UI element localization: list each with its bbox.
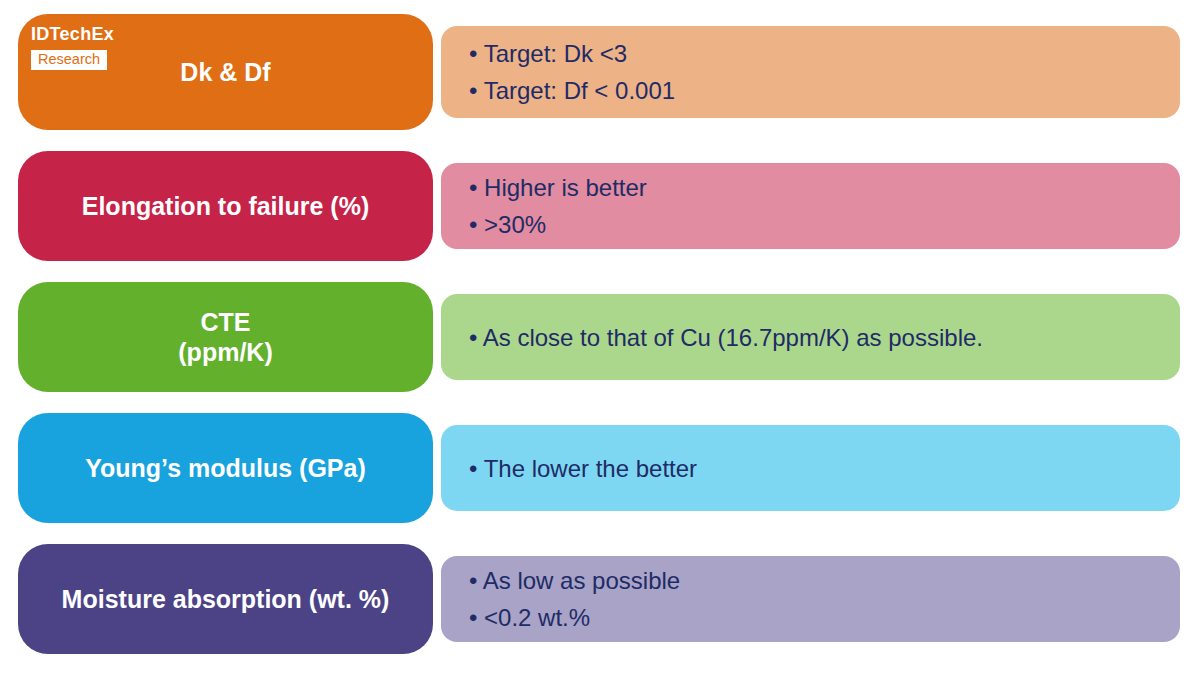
bullet-line: • As low as possible xyxy=(469,562,1156,599)
metric-label: Dk & Df xyxy=(180,57,270,87)
criteria-card-youngs-modulus: • The lower the better xyxy=(441,425,1180,511)
bullet-line: • As close to that of Cu (16.7ppm/K) as … xyxy=(469,319,1156,356)
metric-card-dk-df: IDTechEx Research Dk & Df xyxy=(18,14,433,130)
metric-card-elongation: Elongation to failure (%) xyxy=(18,151,433,261)
table-row-moisture: Moisture absorption (wt. %) • As low as … xyxy=(18,544,1180,654)
requirements-table: IDTechEx Research Dk & Df • Target: Dk <… xyxy=(0,0,1200,676)
metric-label-unit: (ppm/K) xyxy=(178,337,272,367)
table-row-youngs-modulus: Young’s modulus (GPa) • The lower the be… xyxy=(18,413,1180,523)
metric-label: CTE xyxy=(201,307,251,337)
bullet-line: • >30% xyxy=(469,206,1156,243)
metric-card-cte: CTE (ppm/K) xyxy=(18,282,433,392)
metric-label: Elongation to failure (%) xyxy=(82,191,370,221)
bullet-line: • Target: Dk <3 xyxy=(469,35,1156,72)
table-row-dk-df: IDTechEx Research Dk & Df • Target: Dk <… xyxy=(18,14,1180,130)
bullet-line: • Higher is better xyxy=(469,169,1156,206)
criteria-card-elongation: • Higher is better • >30% xyxy=(441,163,1180,249)
logo-research-badge: Research xyxy=(31,50,107,70)
criteria-card-dk-df: • Target: Dk <3 • Target: Df < 0.001 xyxy=(441,26,1180,118)
bullet-line: • The lower the better xyxy=(469,450,1156,487)
bullet-line: • <0.2 wt.% xyxy=(469,599,1156,636)
metric-label: Young’s modulus (GPa) xyxy=(85,453,366,483)
logo-brand-text: IDTechEx xyxy=(31,25,114,43)
criteria-card-cte: • As close to that of Cu (16.7ppm/K) as … xyxy=(441,294,1180,380)
table-row-elongation: Elongation to failure (%) • Higher is be… xyxy=(18,151,1180,261)
criteria-card-moisture: • As low as possible • <0.2 wt.% xyxy=(441,556,1180,642)
bullet-line: • Target: Df < 0.001 xyxy=(469,72,1156,109)
idtechex-logo: IDTechEx Research xyxy=(31,25,114,70)
metric-card-moisture: Moisture absorption (wt. %) xyxy=(18,544,433,654)
metric-card-youngs-modulus: Young’s modulus (GPa) xyxy=(18,413,433,523)
table-row-cte: CTE (ppm/K) • As close to that of Cu (16… xyxy=(18,282,1180,392)
metric-label: Moisture absorption (wt. %) xyxy=(62,584,390,614)
